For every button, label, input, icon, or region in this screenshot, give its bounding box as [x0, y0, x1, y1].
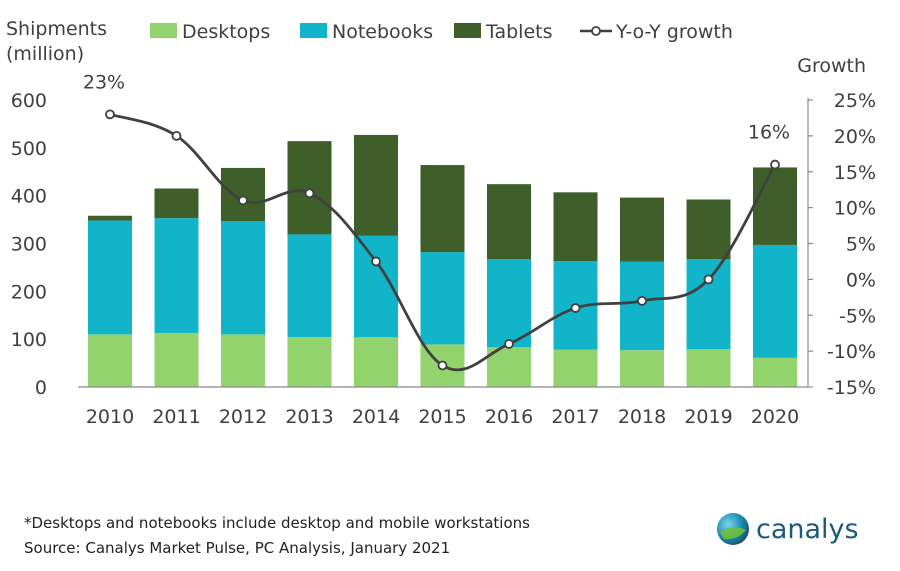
y2-axis-title: Growth [797, 55, 866, 77]
bar-notebooks-2015 [420, 252, 465, 345]
x-tick-label: 2020 [751, 406, 799, 428]
bar-tablets-2012 [221, 167, 265, 222]
bar-notebooks-2019 [686, 259, 731, 350]
bar-notebooks-2016 [487, 259, 531, 348]
growth-point-2011 [171, 130, 182, 141]
legend-swatch-desktops [150, 23, 177, 38]
bar-tablets-2016 [487, 184, 531, 260]
bar-desktops-2018 [620, 350, 664, 387]
growth-line [105, 109, 780, 372]
legend-label-tablets: Tablets [485, 21, 552, 43]
x-tick-label: 2019 [684, 406, 732, 428]
bar-notebooks-2010 [88, 220, 132, 335]
bar-notebooks-2020 [753, 244, 797, 358]
legend-swatch-notebooks [300, 23, 327, 38]
bar-tablets-2019 [686, 199, 731, 260]
y2-tick-label: 10% [834, 198, 876, 220]
growth-point-2015 [437, 360, 448, 371]
bar-notebooks-2012 [221, 221, 265, 335]
growth-point-2010 [105, 109, 115, 120]
bar-tablets-2014 [354, 134, 398, 236]
x-tick-label: 2017 [551, 406, 599, 428]
annotation-2010: 23% [83, 71, 125, 93]
growth-point-2012 [238, 195, 248, 206]
y-tick-label: 500 [11, 138, 47, 160]
y2-tick-label: 25% [834, 90, 876, 112]
bar-tablets-2013 [287, 141, 332, 235]
y-tick-label: 300 [11, 234, 47, 256]
y-axis-title-line1: Shipments [6, 18, 107, 40]
legend-label-growth: Y-o-Y growth [615, 21, 733, 43]
y2-tick-label: 0% [846, 269, 876, 291]
y2-tick-label: 15% [834, 162, 876, 184]
growth-point-2014 [371, 256, 381, 267]
bar-desktops-2010 [88, 334, 132, 387]
legend: Desktops Notebooks Tablets Y-o-Y growth [150, 21, 733, 43]
y-axis-title-line2: (million) [6, 43, 84, 65]
growth-point-2020 [770, 159, 780, 170]
x-tick-label: 2010 [86, 406, 134, 428]
bar-desktops-2017 [553, 349, 598, 387]
y-tick-label: 200 [11, 281, 47, 303]
x-tick-label: 2016 [485, 406, 533, 428]
bar-desktops-2016 [487, 347, 531, 387]
bar-tablets-2018 [620, 197, 664, 262]
legend-line-marker [591, 26, 601, 36]
x-tick-label: 2013 [285, 406, 333, 428]
y2-tick-label: -5% [839, 305, 876, 327]
bar-notebooks-2011 [154, 218, 199, 333]
stacked-bar-line-chart: Shipments (million) Growth Desktops Noteb… [6, 18, 876, 428]
bar-notebooks-2018 [620, 261, 664, 351]
annotation-2020: 16% [748, 122, 790, 144]
bar-desktops-2012 [221, 334, 265, 387]
bar-tablets-2017 [553, 192, 598, 262]
growth-point-2019 [703, 274, 714, 285]
x-tick-label: 2015 [418, 406, 466, 428]
bar-desktops-2013 [287, 337, 332, 387]
annotations: 23% 16% [83, 71, 790, 143]
bar-tablets-2011 [154, 188, 199, 219]
x-tick-label: 2011 [152, 406, 200, 428]
legend-swatch-tablets [454, 23, 481, 38]
logo-wordmark: canalys [756, 513, 859, 545]
globe-logo-icon [717, 513, 749, 545]
y-tick-label: 0 [35, 377, 47, 399]
axes: 0 100 200 300 400 500 600 -15% -10% -5% 0% 5% 10% 15%… [11, 90, 876, 428]
legend-label-notebooks: Notebooks [332, 21, 433, 43]
growth-point-2018 [637, 295, 647, 306]
bar-desktops-2020 [753, 357, 797, 387]
x-tick-label: 2012 [219, 406, 267, 428]
y2-tick-label: 20% [834, 126, 876, 148]
legend-label-desktops: Desktops [182, 21, 270, 43]
footnote: *Desktops and notebooks include desktop … [24, 514, 530, 532]
y-tick-label: 100 [11, 329, 47, 351]
bar-tablets-2010 [88, 215, 132, 221]
growth-point-2016 [504, 339, 514, 349]
bar-notebooks-2013 [287, 234, 332, 338]
y2-tick-label: 5% [846, 234, 876, 256]
y-tick-label: 600 [11, 90, 47, 112]
y-tick-label: 400 [11, 186, 47, 208]
canalys-logo: canalys [716, 512, 859, 546]
bar-desktops-2011 [154, 332, 199, 387]
growth-point-2013 [304, 188, 315, 199]
x-tick-label: 2014 [352, 406, 400, 428]
y2-tick-label: -15% [827, 377, 876, 399]
bar-desktops-2019 [686, 349, 731, 387]
bar-tablets-2020 [753, 167, 797, 245]
bar-desktops-2014 [354, 337, 398, 387]
growth-point-2017 [570, 303, 581, 313]
bars [88, 134, 797, 387]
x-tick-label: 2018 [618, 406, 666, 428]
bar-tablets-2015 [420, 165, 465, 253]
source-note: Source: Canalys Market Pulse, PC Analysi… [24, 539, 451, 557]
y2-tick-label: -10% [827, 341, 876, 363]
